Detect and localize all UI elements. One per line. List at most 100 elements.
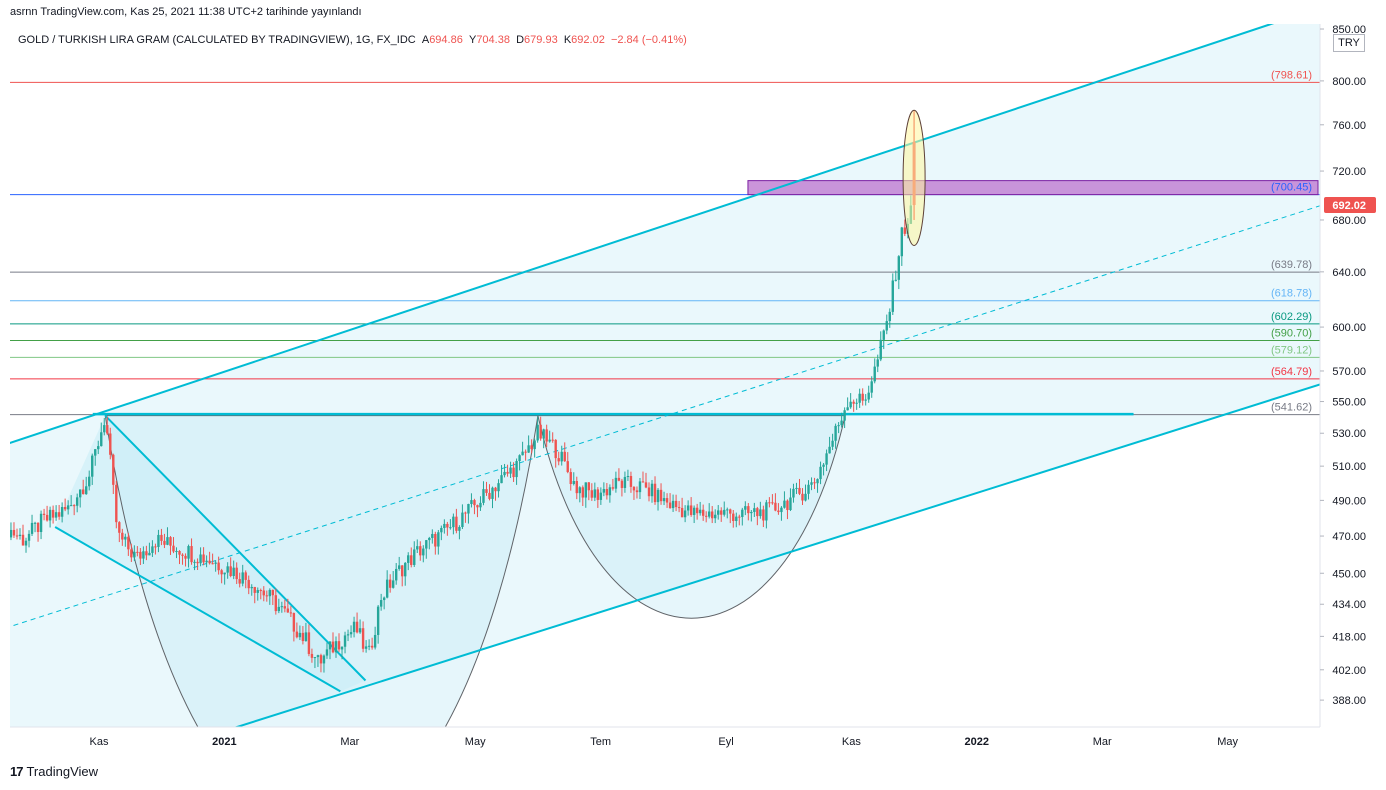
x-tick-label-6: Kas	[842, 736, 861, 748]
y-tick-label-0: 850.00	[1332, 24, 1366, 36]
candle-body	[476, 505, 479, 508]
level-label-3: (618.78)	[1271, 288, 1312, 300]
candle-body	[578, 487, 581, 494]
candle-body	[431, 533, 434, 538]
candle-body	[698, 509, 702, 514]
candle-body	[91, 455, 94, 477]
candle-body	[888, 311, 891, 322]
last-price-label: 692.02	[1332, 200, 1366, 212]
candle-body	[509, 467, 512, 474]
candle-body	[726, 509, 729, 511]
y-tick-label-6: 600.00	[1332, 322, 1366, 334]
candle-body	[388, 579, 392, 588]
candle-body	[858, 393, 861, 403]
level-label-2: (639.78)	[1271, 259, 1312, 271]
candle-body	[587, 482, 591, 491]
candle-body	[518, 455, 521, 462]
candle-body	[325, 649, 329, 656]
y-tick-label-8: 550.00	[1332, 397, 1366, 409]
candle-body	[551, 439, 554, 441]
candle-body	[166, 537, 169, 545]
candle-body	[181, 554, 184, 556]
candle-body	[268, 589, 271, 597]
candle-body	[373, 634, 377, 648]
candle-body	[885, 321, 888, 331]
candle-body	[542, 429, 545, 439]
candle-body	[112, 454, 115, 485]
candle-body	[422, 548, 425, 556]
candle-body	[756, 508, 759, 517]
candle-body	[328, 641, 332, 650]
candle-body	[271, 589, 275, 596]
candle-body	[379, 600, 383, 607]
candle-body	[714, 514, 717, 519]
candle-body	[894, 279, 897, 281]
candle-body	[301, 632, 305, 642]
candle-body	[602, 489, 606, 493]
candle-body	[343, 635, 347, 647]
candle-body	[57, 512, 61, 517]
currency-selector[interactable]: TRY	[1333, 34, 1365, 52]
candle-body	[707, 511, 711, 517]
candle-body	[677, 507, 681, 509]
candle-body	[479, 502, 482, 508]
candle-body	[626, 476, 630, 478]
candle-body	[39, 513, 43, 533]
candle-body	[75, 497, 79, 506]
candle-body	[611, 487, 615, 489]
candle-body	[644, 482, 648, 488]
candle-body	[45, 514, 49, 521]
candle-body	[244, 572, 247, 580]
candle-body	[506, 471, 509, 474]
candle-body	[142, 551, 145, 559]
candle-body	[692, 507, 696, 515]
candle-body	[169, 537, 172, 546]
candle-body	[313, 657, 317, 659]
candle-body	[404, 562, 407, 577]
candle-body	[879, 339, 882, 360]
candle-body	[127, 536, 130, 550]
candle-body	[367, 645, 371, 647]
candle-body	[60, 507, 64, 517]
candle-body	[452, 516, 455, 528]
candle-body	[632, 486, 636, 491]
candle-body	[184, 555, 187, 559]
x-tick-label-9: May	[1217, 736, 1238, 748]
candle-body	[822, 464, 825, 467]
level-label-8: (541.62)	[1271, 402, 1312, 414]
candle-body	[211, 563, 214, 565]
candle-body	[443, 523, 446, 528]
candle-body	[337, 641, 341, 650]
y-tick-label-13: 450.00	[1332, 568, 1366, 580]
candle-body	[503, 471, 506, 476]
candle-body	[331, 641, 335, 653]
candle-body	[683, 510, 687, 518]
candle-body	[136, 551, 139, 553]
candle-body	[617, 477, 621, 481]
candle-body	[641, 481, 645, 483]
candle-body	[437, 532, 440, 547]
tradingview-brand[interactable]: 17 TradingView	[10, 764, 98, 779]
symbol-legend: GOLD / TURKISH LIRA GRAM (CALCULATED BY …	[18, 34, 687, 46]
candle-body	[527, 445, 530, 453]
candle-body	[307, 632, 311, 654]
candle-body	[789, 497, 792, 511]
candle-body	[732, 513, 735, 521]
candle-body	[717, 510, 720, 515]
candle-body	[470, 500, 473, 505]
candle-body	[48, 509, 52, 521]
candle-body	[401, 565, 404, 577]
candle-body	[665, 498, 669, 503]
y-tick-label-15: 418.00	[1332, 631, 1366, 643]
candle-body	[741, 509, 744, 518]
candle-body	[638, 481, 642, 493]
y-tick-label-3: 720.00	[1332, 166, 1366, 178]
candle-body	[738, 516, 741, 518]
candle-body	[106, 425, 109, 434]
candle-body	[316, 655, 320, 658]
candle-body	[689, 505, 693, 515]
highlight-ellipse	[902, 109, 926, 247]
candle-body	[804, 493, 807, 501]
candle-body	[413, 549, 416, 565]
